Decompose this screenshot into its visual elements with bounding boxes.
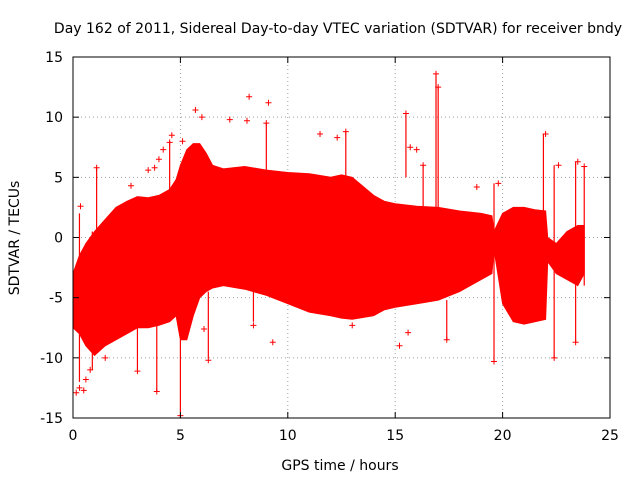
- y-tick-label: 5: [54, 170, 63, 186]
- data-point: [433, 70, 440, 77]
- data-point: [87, 366, 94, 373]
- data-point: [420, 162, 427, 169]
- data-point: [198, 114, 205, 121]
- data-point: [246, 93, 253, 100]
- data-point: [413, 146, 420, 153]
- data-point: [166, 139, 173, 146]
- data-point: [405, 329, 412, 336]
- data-envelope: [72, 143, 585, 357]
- data-point: [495, 180, 502, 187]
- data-point: [192, 106, 199, 113]
- x-tick-label: 15: [386, 428, 404, 444]
- y-tick-label: -15: [40, 411, 63, 427]
- data-point: [102, 354, 109, 361]
- data-point: [572, 339, 579, 346]
- y-tick-label: -10: [40, 351, 63, 367]
- data-point: [250, 322, 257, 329]
- data-point: [574, 158, 581, 165]
- data-point: [179, 138, 186, 145]
- data-point: [542, 131, 549, 138]
- data-point: [491, 358, 498, 365]
- data-point: [342, 128, 349, 135]
- data-point: [269, 339, 276, 346]
- x-tick-label: 0: [69, 428, 78, 444]
- data-point: [76, 384, 83, 391]
- data-point: [145, 167, 152, 174]
- y-axis-label: SDTVAR / TECUs: [7, 181, 23, 296]
- data-point: [243, 117, 250, 124]
- data-point: [443, 336, 450, 343]
- data-point: [551, 354, 558, 361]
- data-point: [226, 116, 233, 123]
- axis-ticks: 0 5 10 15 20 25 -15 -10 -5 0 5 10 15: [40, 50, 619, 444]
- data-point: [263, 120, 270, 127]
- data-point: [151, 164, 158, 171]
- y-tick-label: 10: [45, 110, 63, 126]
- x-tick-label: 20: [494, 428, 512, 444]
- data-point: [334, 134, 341, 141]
- plot-frame: [72, 56, 611, 419]
- data-point: [402, 110, 409, 117]
- data-point: [168, 132, 175, 139]
- y-tick-label: -5: [49, 291, 63, 307]
- data-point: [317, 131, 324, 138]
- data-point: [265, 99, 272, 106]
- data-point: [73, 389, 80, 396]
- chart-title: Day 162 of 2011, Sidereal Day-to-day VTE…: [54, 21, 622, 37]
- x-tick-label: 10: [279, 428, 297, 444]
- data-point: [407, 144, 414, 151]
- data-series: [72, 70, 588, 419]
- data-point: [82, 376, 89, 383]
- y-tick-label: 0: [54, 231, 63, 247]
- data-point: [555, 162, 562, 169]
- data-point: [160, 146, 167, 153]
- data-point: [155, 156, 162, 163]
- data-point: [153, 388, 160, 395]
- data-point: [205, 357, 212, 364]
- data-point: [473, 183, 480, 190]
- data-point: [77, 203, 84, 210]
- data-point: [201, 325, 208, 332]
- y-tick-label: 15: [45, 50, 63, 66]
- data-point: [349, 322, 356, 329]
- x-axis-label: GPS time / hours: [281, 458, 398, 474]
- data-point: [127, 182, 134, 189]
- x-tick-label: 5: [176, 428, 185, 444]
- data-point: [581, 163, 588, 170]
- data-point: [93, 164, 100, 171]
- x-tick-label: 25: [601, 428, 619, 444]
- data-point: [80, 387, 87, 394]
- data-point: [134, 368, 141, 375]
- data-point: [396, 342, 403, 349]
- data-point: [435, 84, 442, 91]
